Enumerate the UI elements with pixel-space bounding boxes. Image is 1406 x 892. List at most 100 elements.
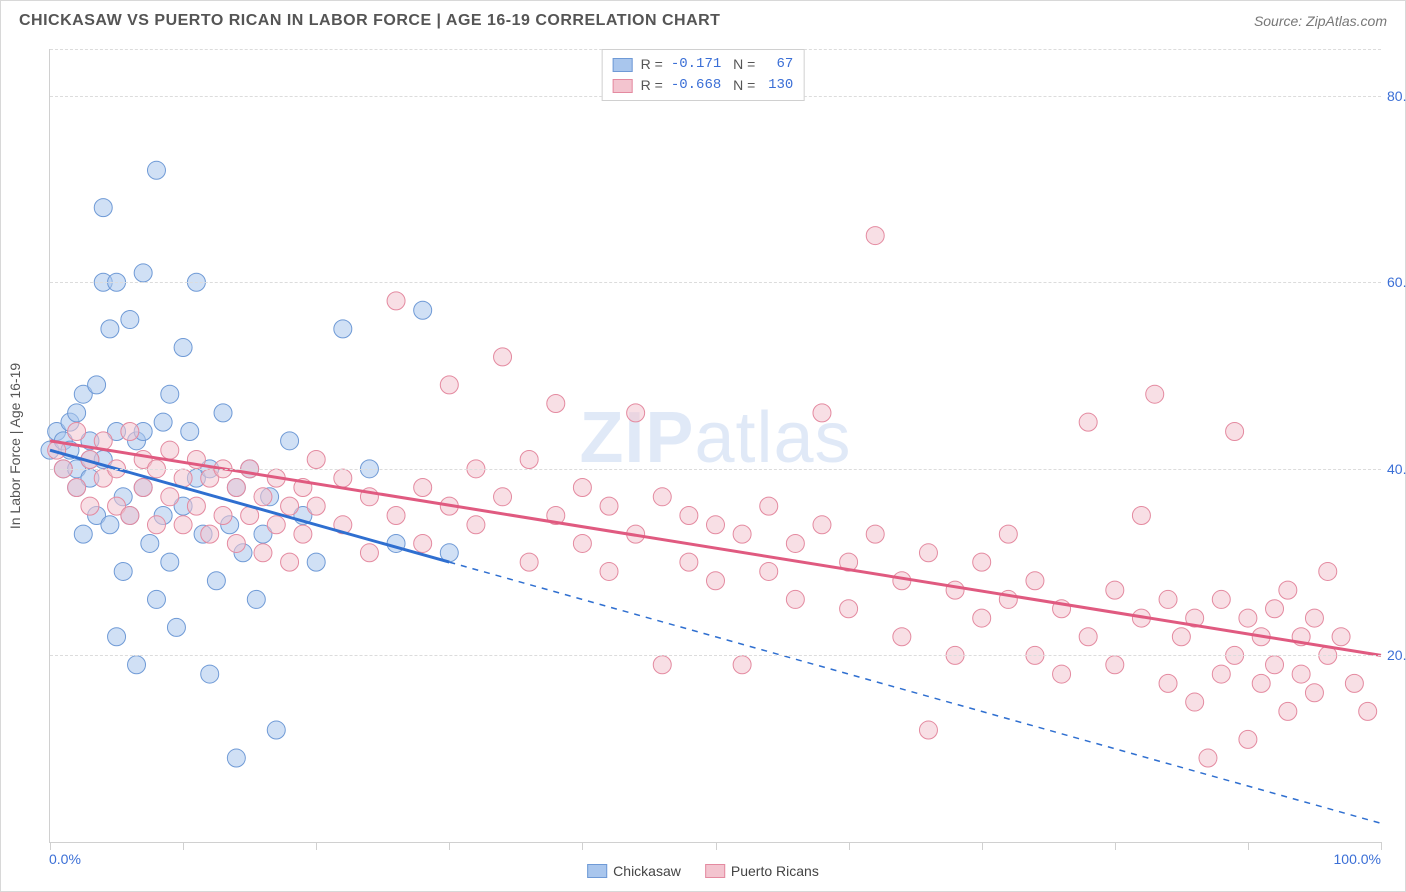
legend-item-2: Puerto Ricans [705, 863, 819, 879]
data-point [893, 572, 911, 590]
data-point [1159, 590, 1177, 608]
data-point [281, 553, 299, 571]
x-axis-max-label: 100.0% [1334, 851, 1381, 867]
x-tick [183, 842, 184, 850]
data-point [201, 665, 219, 683]
data-point [161, 385, 179, 403]
data-point [1159, 674, 1177, 692]
legend-label-2: Puerto Ricans [731, 863, 819, 879]
data-point [214, 404, 232, 422]
data-point [227, 534, 245, 552]
data-point [414, 478, 432, 496]
x-axis-min-label: 0.0% [49, 851, 81, 867]
data-point [760, 497, 778, 515]
data-point [653, 656, 671, 674]
data-point [1345, 674, 1363, 692]
data-point [573, 534, 591, 552]
source-label: Source: ZipAtlas.com [1254, 13, 1387, 29]
data-point [973, 609, 991, 627]
data-point [707, 516, 725, 534]
data-point [866, 227, 884, 245]
data-point [254, 488, 272, 506]
data-point [813, 404, 831, 422]
data-point [600, 562, 618, 580]
y-tick-label: 40.0% [1387, 461, 1406, 477]
data-point [1079, 628, 1097, 646]
x-tick [1115, 842, 1116, 850]
data-point [680, 506, 698, 524]
swatch-series-1 [587, 864, 607, 878]
data-point [281, 497, 299, 515]
data-point [281, 432, 299, 450]
data-point [627, 404, 645, 422]
data-point [121, 506, 139, 524]
data-point [653, 488, 671, 506]
grid-line [50, 282, 1381, 283]
legend-row-2: R = -0.668 N = 130 [613, 75, 794, 96]
data-point [1266, 600, 1284, 618]
data-point [74, 525, 92, 543]
data-point [1106, 656, 1124, 674]
data-point [214, 506, 232, 524]
data-point [81, 497, 99, 515]
data-point [207, 572, 225, 590]
data-point [1079, 413, 1097, 431]
legend-row-1: R = -0.171 N = 67 [613, 54, 794, 75]
data-point [247, 590, 265, 608]
data-point [1359, 702, 1377, 720]
data-point [760, 562, 778, 580]
data-point [999, 525, 1017, 543]
data-point [707, 572, 725, 590]
data-point [187, 497, 205, 515]
chart-svg [50, 49, 1381, 842]
grid-line [50, 655, 1381, 656]
data-point [440, 376, 458, 394]
data-point [307, 497, 325, 515]
data-point [1239, 609, 1257, 627]
legend-n-label: N = [729, 75, 755, 96]
x-tick [849, 842, 850, 850]
data-point [1212, 665, 1230, 683]
data-point [547, 395, 565, 413]
data-point [94, 199, 112, 217]
data-point [946, 581, 964, 599]
data-point [181, 423, 199, 441]
data-point [414, 301, 432, 319]
legend-label-1: Chickasaw [613, 863, 681, 879]
data-point [1146, 385, 1164, 403]
data-point [893, 628, 911, 646]
data-point [813, 516, 831, 534]
data-point [334, 469, 352, 487]
data-point [1305, 684, 1323, 702]
correlation-legend: R = -0.171 N = 67 R = -0.668 N = 130 [602, 49, 805, 101]
data-point [307, 553, 325, 571]
data-point [267, 516, 285, 534]
data-point [147, 161, 165, 179]
data-point [68, 404, 86, 422]
data-point [121, 311, 139, 329]
data-point [101, 320, 119, 338]
data-point [201, 525, 219, 543]
chart-title: CHICKASAW VS PUERTO RICAN IN LABOR FORCE… [19, 12, 720, 30]
legend-n-value-1: 67 [763, 54, 793, 75]
data-point [1292, 665, 1310, 683]
data-point [254, 544, 272, 562]
plot-area: ZIPatlas 20.0%40.0%60.0%80.0% [49, 49, 1381, 843]
x-tick [1248, 842, 1249, 850]
x-tick [982, 842, 983, 850]
data-point [840, 600, 858, 618]
grid-line [50, 469, 1381, 470]
data-point [467, 516, 485, 534]
data-point [154, 413, 172, 431]
data-point [227, 749, 245, 767]
data-point [141, 534, 159, 552]
data-point [520, 553, 538, 571]
legend-item-1: Chickasaw [587, 863, 681, 879]
data-point [307, 450, 325, 468]
data-point [1026, 572, 1044, 590]
data-point [121, 423, 139, 441]
x-tick [449, 842, 450, 850]
data-point [600, 497, 618, 515]
data-point [494, 488, 512, 506]
data-point [101, 516, 119, 534]
